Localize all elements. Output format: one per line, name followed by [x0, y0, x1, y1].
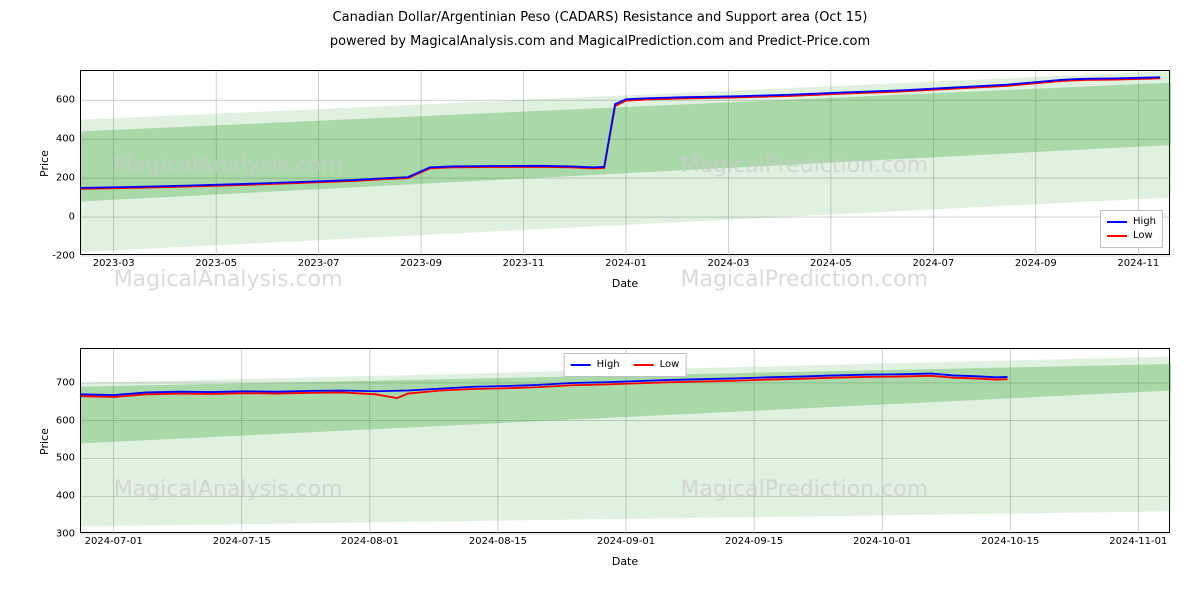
y-tick: 400: [56, 491, 75, 502]
x-tick: 2024-08-15: [469, 536, 527, 547]
y-tick: 200: [56, 173, 75, 184]
x-tick: 2024-09-15: [725, 536, 783, 547]
legend-item: Low: [634, 358, 680, 372]
y-tick: 300: [56, 529, 75, 540]
x-tick: 2024-10-15: [981, 536, 1039, 547]
x-tick: 2023-09: [400, 258, 442, 269]
x-tick: 2024-11: [1117, 258, 1159, 269]
x-tick: 2023-05: [195, 258, 237, 269]
legend-label: High: [1133, 215, 1156, 229]
chart-title: Canadian Dollar/Argentinian Peso (CADARS…: [0, 10, 1200, 25]
y-tick: 600: [56, 415, 75, 426]
legend-label: High: [597, 358, 620, 372]
y-axis-label-1: Price: [38, 150, 51, 177]
x-tick: 2024-11-01: [1109, 536, 1167, 547]
x-tick: 2024-10-01: [853, 536, 911, 547]
legend-item: High: [571, 358, 620, 372]
legend-item: Low: [1107, 229, 1156, 243]
x-tick: 2024-07-15: [213, 536, 271, 547]
x-tick: 2023-03: [93, 258, 135, 269]
chart-panel-1: HighLow -20002004006002023-032023-052023…: [80, 70, 1170, 255]
y-tick: 700: [56, 377, 75, 388]
legend-label: Low: [1133, 229, 1153, 243]
legend-swatch: [634, 364, 654, 366]
x-tick: 2024-07: [912, 258, 954, 269]
x-tick: 2024-03: [708, 258, 750, 269]
x-axis-label-2: Date: [80, 555, 1170, 568]
legend-swatch: [571, 364, 591, 366]
x-tick: 2024-09: [1015, 258, 1057, 269]
chart-subtitle: powered by MagicalAnalysis.com and Magic…: [0, 34, 1200, 49]
x-tick: 2024-01: [605, 258, 647, 269]
legend-item: High: [1107, 215, 1156, 229]
x-tick: 2024-05: [810, 258, 852, 269]
y-tick: 400: [56, 134, 75, 145]
x-tick: 2024-08-01: [341, 536, 399, 547]
figure: Canadian Dollar/Argentinian Peso (CADARS…: [0, 0, 1200, 600]
legend-panel-1: HighLow: [1100, 210, 1163, 248]
y-tick: -200: [52, 251, 75, 262]
legend-panel-2: High Low: [564, 353, 687, 377]
chart-svg-1: [81, 71, 1171, 256]
chart-panel-2: HighLow 3004005006007002024-07-012024-07…: [80, 348, 1170, 533]
legend-swatch: [1107, 221, 1127, 223]
x-tick: 2023-11: [503, 258, 545, 269]
x-tick: 2023-07: [298, 258, 340, 269]
y-tick: 500: [56, 453, 75, 464]
x-tick: 2024-07-01: [85, 536, 143, 547]
legend-label: Low: [660, 358, 680, 372]
legend-swatch: [1107, 235, 1127, 237]
y-tick: 0: [69, 212, 75, 223]
x-tick: 2024-09-01: [597, 536, 655, 547]
x-axis-label-1: Date: [80, 277, 1170, 290]
y-tick: 600: [56, 95, 75, 106]
y-axis-label-2: Price: [38, 428, 51, 455]
